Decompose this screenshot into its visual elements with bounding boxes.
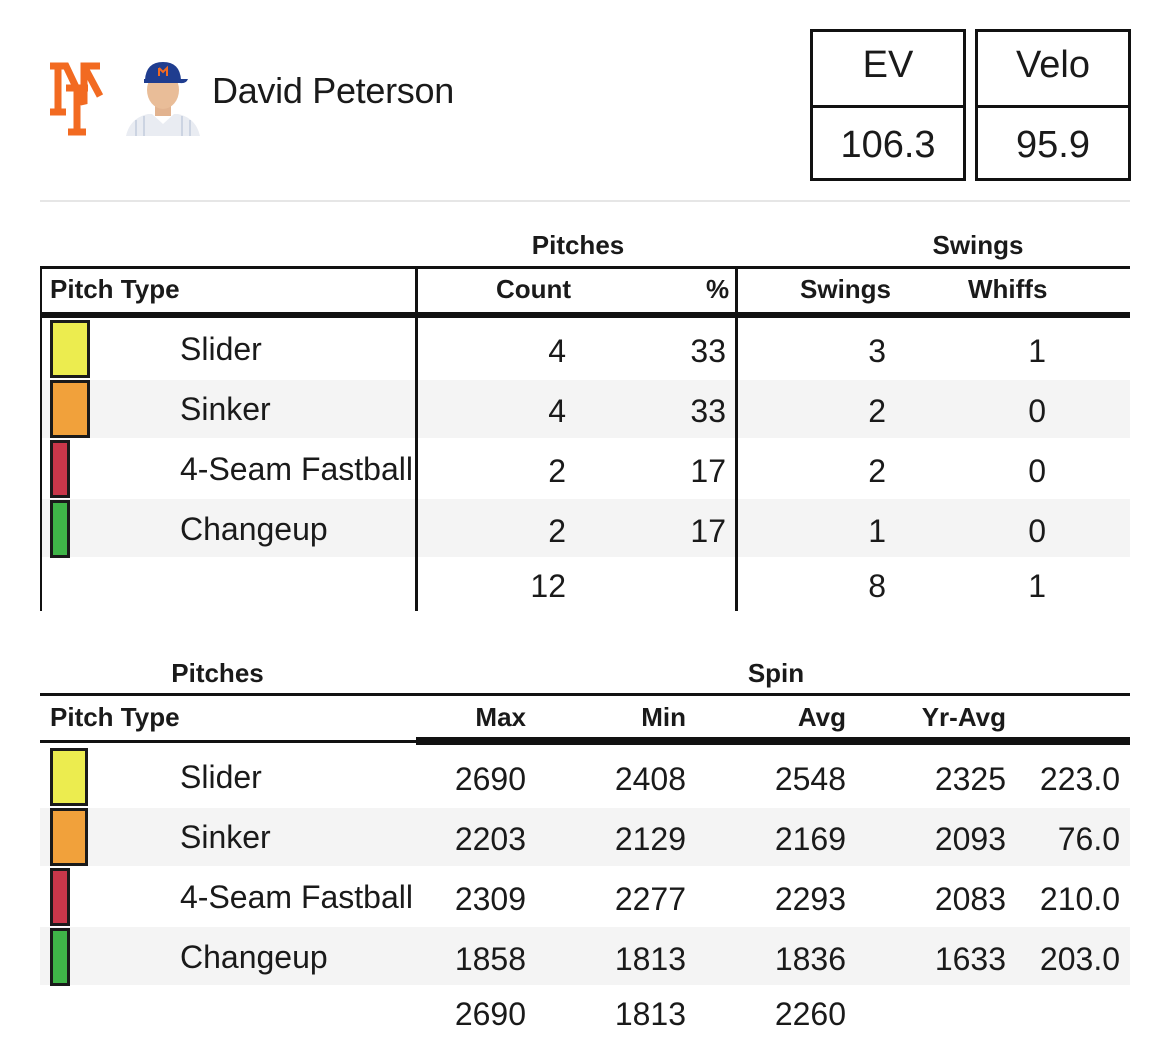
pitch-type-label: Changeup	[180, 511, 328, 547]
row-band	[40, 927, 1130, 985]
spin-avg: 1836	[774, 941, 846, 977]
col-header-whiffs: Whiffs	[968, 274, 1048, 304]
spin-diff: 223.0	[1039, 761, 1120, 797]
spin-yr-avg: 1633	[934, 941, 1006, 977]
pitch-swings: 2	[868, 393, 886, 429]
col-header-max: Max	[475, 702, 526, 732]
fastball-color-swatch	[50, 868, 70, 926]
player-headshot	[122, 58, 204, 136]
total-spin-max: 2690	[454, 996, 526, 1032]
pitch-type-label: 4-Seam Fastball	[180, 451, 413, 487]
spin-min: 2408	[614, 761, 686, 797]
header-top-rule	[40, 266, 1130, 269]
pitch-pct: 33	[690, 333, 726, 369]
group-header-pitches: Pitches	[531, 230, 625, 260]
changeup-color-swatch	[50, 500, 70, 558]
header-bottom-rule-left	[40, 740, 416, 743]
row-band	[40, 808, 1130, 866]
spin-avg: 2293	[774, 881, 846, 917]
group-header-pitches: Pitches	[171, 658, 264, 688]
spin-diff: 203.0	[1039, 941, 1120, 977]
col-header-swings: Swings	[800, 274, 892, 304]
pitch-count: 2	[548, 513, 566, 549]
group-header-spin: Spin	[747, 658, 805, 688]
pitch-type-label: Changeup	[180, 939, 328, 975]
spin-avg: 2169	[774, 821, 846, 857]
col-header-pct: %	[706, 274, 730, 304]
pitch-pct: 33	[690, 393, 726, 429]
group-header-swings: Swings	[932, 230, 1024, 260]
pitch-count: 4	[548, 393, 566, 429]
pitch-whiffs: 1	[1028, 333, 1046, 369]
slider-color-swatch	[50, 320, 90, 378]
total-spin-avg: 2260	[774, 996, 846, 1032]
spin-yr-avg: 2325	[934, 761, 1006, 797]
header-bottom-rule	[416, 737, 1130, 745]
velo-value: 95.9	[1016, 124, 1090, 166]
ev-label: EV	[862, 44, 914, 86]
velo-label: Velo	[1016, 44, 1090, 86]
row-band	[40, 499, 1130, 557]
row-band	[40, 380, 1130, 438]
col-header-pitch-type: Pitch Type	[50, 702, 180, 732]
pitch-swings: 3	[868, 333, 886, 369]
pitch-type-label: 4-Seam Fastball	[180, 879, 413, 915]
pitch-type-label: Sinker	[180, 391, 271, 427]
col-header-pitch-type: Pitch Type	[50, 274, 180, 304]
col-header-count: Count	[496, 274, 572, 304]
pitch-count: 4	[548, 333, 566, 369]
ev-divider	[813, 105, 963, 108]
spin-min: 2277	[614, 881, 686, 917]
total-count: 12	[530, 568, 566, 604]
pitch-whiffs: 0	[1028, 513, 1046, 549]
spin-max: 1858	[454, 941, 526, 977]
ev-value: 106.3	[840, 124, 936, 166]
fastball-color-swatch	[50, 440, 70, 498]
col-divider-pct	[735, 266, 738, 611]
col-header-avg: Avg	[797, 702, 846, 732]
total-whiffs: 1	[1028, 568, 1046, 604]
header-divider	[40, 200, 1130, 202]
velo-divider	[978, 105, 1128, 108]
ev-stat-box: EV 106.3	[810, 29, 966, 181]
pitch-pct: 17	[690, 453, 726, 489]
slider-color-swatch	[50, 748, 88, 806]
spin-yr-avg: 2093	[934, 821, 1006, 857]
sinker-color-swatch	[50, 380, 90, 438]
changeup-color-swatch	[50, 928, 70, 986]
header-top-rule	[40, 693, 1130, 696]
pitch-swings: 1	[868, 513, 886, 549]
velo-stat-box: Velo 95.9	[975, 29, 1131, 181]
spin-diff: 210.0	[1039, 881, 1120, 917]
spin-avg: 2548	[774, 761, 846, 797]
spin-max: 2203	[454, 821, 526, 857]
col-divider-type	[415, 266, 418, 611]
spin-max: 2690	[454, 761, 526, 797]
spin-diff: 76.0	[1057, 821, 1120, 857]
spin-min: 2129	[614, 821, 686, 857]
pitch-pct: 17	[690, 513, 726, 549]
spin-max: 2309	[454, 881, 526, 917]
total-spin-min: 1813	[614, 996, 686, 1032]
pitch-whiffs: 0	[1028, 453, 1046, 489]
left-border	[40, 266, 42, 611]
pitch-whiffs: 0	[1028, 393, 1046, 429]
pitch-type-label: Slider	[180, 759, 262, 795]
spin-yr-avg: 2083	[934, 881, 1006, 917]
pitch-type-label: Sinker	[180, 819, 271, 855]
pitch-swings: 2	[868, 453, 886, 489]
col-header-yr-avg: Yr-Avg	[921, 702, 1006, 732]
header-bottom-rule	[40, 312, 1130, 318]
total-swings: 8	[868, 568, 886, 604]
pitch-count: 2	[548, 453, 566, 489]
pitch-type-label: Slider	[180, 331, 262, 367]
sinker-color-swatch	[50, 808, 88, 866]
player-name: David Peterson	[212, 70, 454, 111]
spin-min: 1813	[614, 941, 686, 977]
col-header-min: Min	[641, 702, 686, 732]
team-logo	[44, 52, 110, 138]
